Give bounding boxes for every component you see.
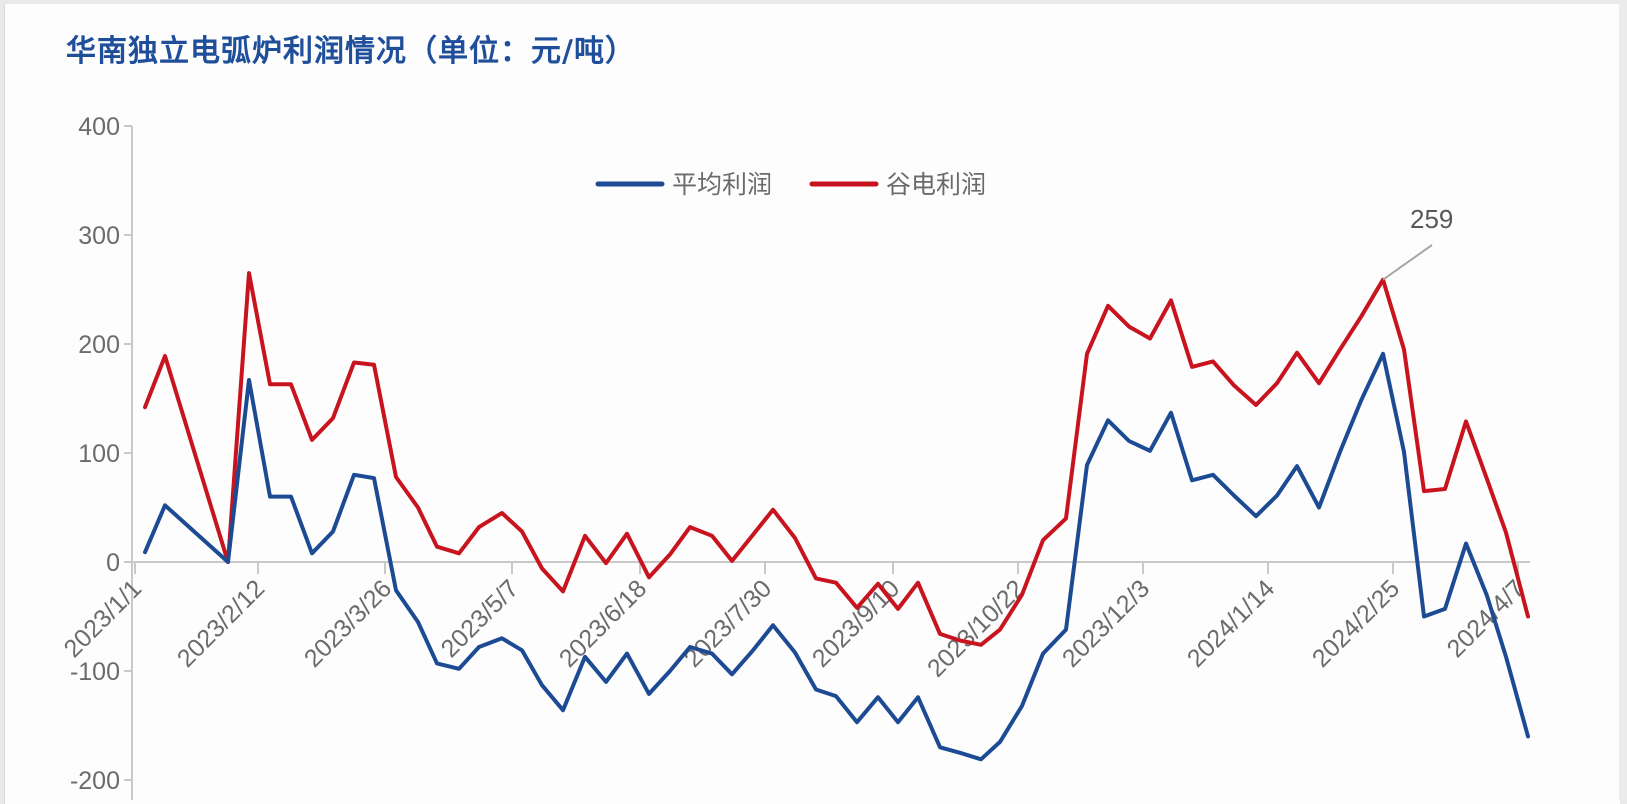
legend-label-avg-profit: 平均利润 xyxy=(672,170,772,199)
y-tick-label: 0 xyxy=(106,549,120,577)
y-tick-label: -200 xyxy=(70,767,120,795)
data-series xyxy=(143,271,1530,762)
axes xyxy=(124,125,1530,800)
x-tick-label: 2023/1/1 xyxy=(59,574,148,663)
legend-label-valley-profit: 谷电利润 xyxy=(886,170,986,199)
x-tick-label: 2024/2/25 xyxy=(1307,574,1405,672)
x-tick-label: 2023/9/10 xyxy=(807,574,905,672)
y-tick-label: 200 xyxy=(78,331,120,359)
x-axis-labels: 2023/1/1 2023/2/12 2023/3/26 2023/5/7 2023/6… xyxy=(59,574,1531,682)
chart-frame xyxy=(4,4,1620,804)
x-tick-label: 2023/7/30 xyxy=(679,574,777,672)
y-tick-label: 300 xyxy=(78,222,120,250)
annotation-leader-line xyxy=(1382,244,1433,281)
legend: 平均利润 谷电利润 xyxy=(595,170,986,199)
series-line-avg-profit xyxy=(143,351,1530,762)
right-border xyxy=(1619,0,1627,800)
x-tick-label: 2023/3/26 xyxy=(299,574,397,672)
chart-title: 华南独立电弧炉利润情况（单位：元/吨） xyxy=(66,34,636,69)
y-axis-labels: -200 -100 0 100 200 300 400 xyxy=(70,113,120,795)
x-tick-label: 2023/5/7 xyxy=(436,574,525,663)
peak-annotation: 259 xyxy=(1382,204,1453,281)
x-tick-label: 2023/6/18 xyxy=(554,574,652,672)
x-tick-label: 2023/2/12 xyxy=(172,574,270,672)
y-tick-label: -100 xyxy=(70,658,120,686)
y-tick-label: 400 xyxy=(78,113,120,141)
x-tick-label: 2024/1/14 xyxy=(1182,574,1281,673)
annotation-label: 259 xyxy=(1410,204,1453,234)
y-tick-label: 100 xyxy=(78,440,120,468)
x-tick-label: 2024/4/7 xyxy=(1442,574,1531,663)
series-line-valley-profit xyxy=(143,271,1530,647)
